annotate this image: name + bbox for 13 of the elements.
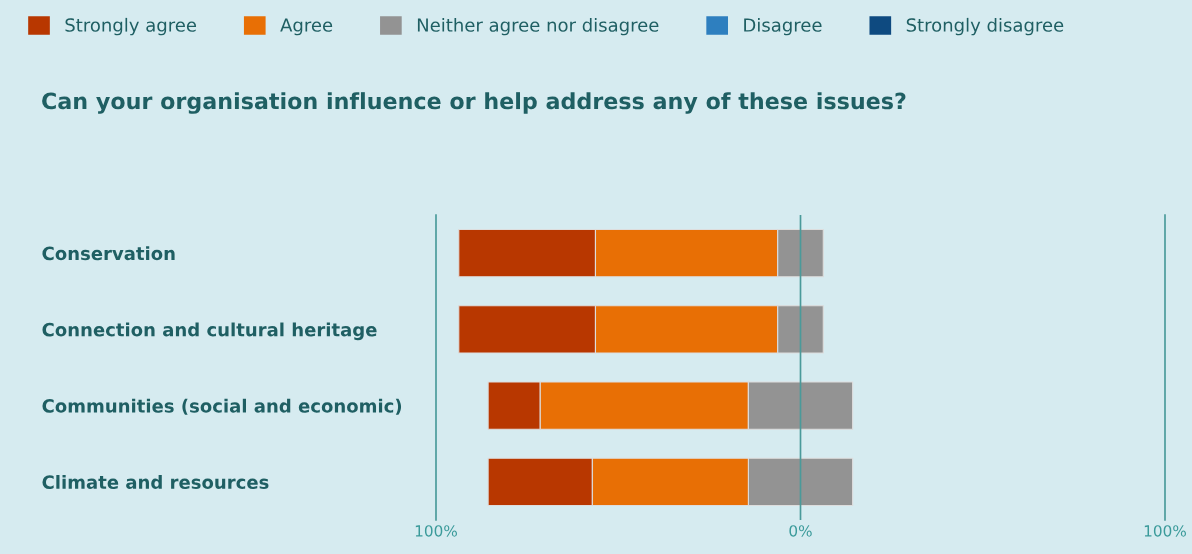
legend-label: Agree: [280, 18, 333, 36]
legend-label: Neither agree nor disagree: [417, 17, 659, 36]
y-tick-label: Communities (social and economic): [42, 398, 402, 415]
x-tick-label: 0%: [789, 525, 812, 537]
y-tick-label: Connection and cultural heritage: [42, 322, 377, 341]
x-tick-label: 100%: [1144, 525, 1186, 537]
x-tick-label: 100%: [415, 525, 457, 537]
legend-label: Strongly agree: [65, 17, 197, 36]
y-tick-label: Conservation: [42, 246, 175, 261]
chart-title: Can your organisation influence or help address any of these issues?: [42, 92, 906, 114]
y-tick-label: Climate and resources: [42, 475, 269, 489]
legend-label: Strongly disagree: [906, 17, 1064, 36]
legend-label: Disagree: [744, 17, 822, 36]
